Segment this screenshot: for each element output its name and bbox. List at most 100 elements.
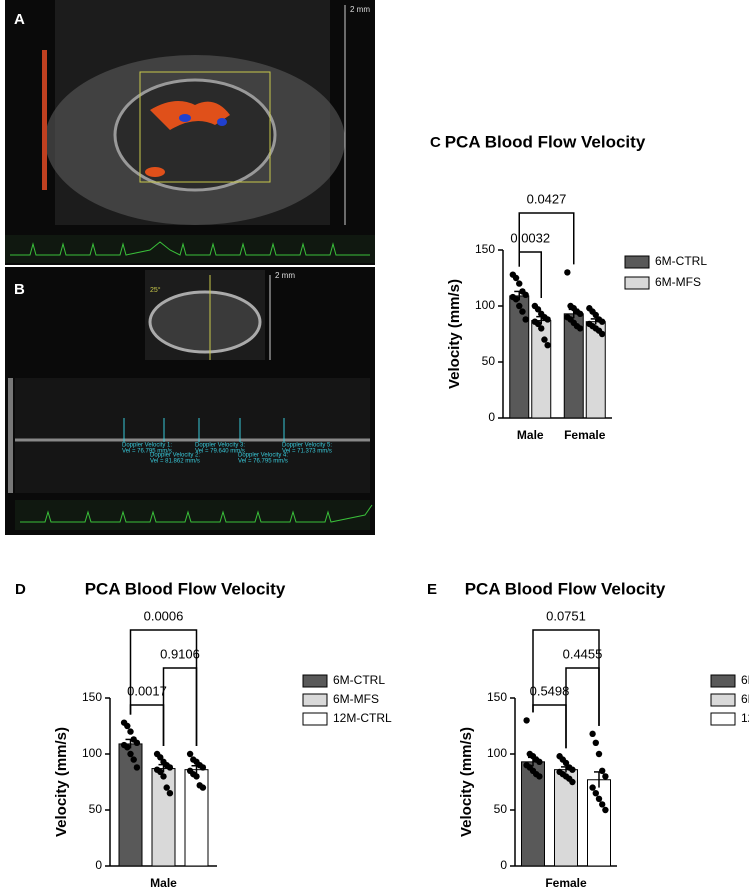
chart-title: PCA Blood Flow Velocity <box>85 579 286 598</box>
y-axis-label: Velocity (mm/s) <box>446 279 463 389</box>
doppler-label: Doppler Velocity 1: <box>122 443 172 449</box>
data-point <box>576 310 584 318</box>
bar <box>587 779 611 867</box>
doppler-label: Doppler Velocity 2: <box>150 453 200 459</box>
color-scale <box>42 50 47 190</box>
flow-blue <box>217 118 227 126</box>
data-point <box>541 336 548 343</box>
x-tick-label: Male <box>150 876 177 890</box>
data-point <box>564 269 571 276</box>
legend-label: 12M-CTRL <box>333 711 392 725</box>
legend-swatch <box>302 674 328 688</box>
doppler-label: Vel = 71.373 mm/s <box>282 449 332 455</box>
y-tick-label: 100 <box>475 298 495 312</box>
data-point <box>522 316 529 323</box>
data-point <box>602 773 609 780</box>
legend-swatch <box>302 693 328 707</box>
data-point <box>599 801 606 808</box>
chart-title: PCA Blood Flow Velocity <box>465 579 666 598</box>
data-point <box>534 320 542 328</box>
p-value: 0.0006 <box>144 608 184 623</box>
data-point <box>595 750 603 758</box>
legend-label: 6M-MFS <box>741 692 749 706</box>
legend-swatch <box>710 674 736 688</box>
data-point <box>133 739 141 746</box>
p-value: 0.0017 <box>127 683 167 698</box>
data-point <box>592 790 599 797</box>
doppler-label: Vel = 79.640 mm/s <box>195 449 245 455</box>
skull <box>113 78 277 192</box>
chart-title: PCA Blood Flow Velocity <box>445 132 646 151</box>
data-point <box>512 296 520 303</box>
p-value: 0.0427 <box>527 191 567 206</box>
data-point <box>199 784 207 791</box>
doppler-label: Doppler Velocity 3: <box>195 443 245 449</box>
legend-swatch <box>624 276 650 290</box>
data-point <box>519 308 526 315</box>
doppler-labels: Doppler Velocity 1:Vel = 76.795 mm/sDopp… <box>122 443 332 465</box>
data-point <box>592 311 599 319</box>
data-point <box>512 274 520 282</box>
data-point <box>166 790 174 797</box>
data-point <box>569 766 576 773</box>
flow-red <box>145 167 165 177</box>
y-tick-label: 50 <box>482 354 496 368</box>
scale-label: 2 mm <box>350 5 370 14</box>
gray-scale <box>8 378 13 493</box>
ecg-trace <box>20 504 373 523</box>
legend-label: 6M-CTRL <box>333 673 385 687</box>
data-point <box>523 717 530 724</box>
doppler-label: Doppler Velocity 5: <box>282 443 332 449</box>
y-axis-label: Velocity (mm/s) <box>458 727 475 837</box>
bar <box>509 295 530 419</box>
data-point <box>157 754 164 761</box>
data-point <box>193 773 200 780</box>
doppler-label: Vel = 76.795 mm/s <box>122 449 172 455</box>
y-tick-label: 0 <box>95 858 102 872</box>
legend-swatch <box>710 693 736 707</box>
p-value: 0.0751 <box>546 608 586 623</box>
bar <box>118 743 143 867</box>
data-point <box>598 318 606 325</box>
data-point <box>127 728 134 735</box>
y-tick-label: 50 <box>89 802 103 816</box>
data-point <box>166 764 174 771</box>
y-tick-label: 150 <box>82 690 102 704</box>
bar <box>151 768 176 867</box>
panel-label: C <box>430 134 441 151</box>
color-box <box>139 71 271 183</box>
legend-swatch <box>624 255 650 269</box>
doppler-label: Vel = 81.862 mm/s <box>150 459 200 465</box>
data-point <box>516 280 523 287</box>
legend-swatch <box>710 712 736 726</box>
data-point <box>538 325 545 332</box>
data-point <box>157 768 164 776</box>
data-point <box>163 784 170 791</box>
y-tick-label: 100 <box>487 746 507 760</box>
data-point <box>534 306 542 313</box>
data-point <box>589 730 596 738</box>
data-point <box>599 767 606 774</box>
significance-bracket <box>162 667 198 746</box>
p-value: 0.4455 <box>563 646 603 661</box>
ecg-strip <box>15 500 370 530</box>
y-tick-label: 150 <box>475 242 495 256</box>
significance-bracket <box>518 212 575 267</box>
data-point <box>569 778 576 786</box>
data-point <box>536 758 543 766</box>
data-point <box>522 291 529 298</box>
scale-label: 2 mm <box>275 271 295 280</box>
significance-bracket <box>129 629 198 746</box>
panel-label: D <box>15 581 26 598</box>
legend-label: 6M-CTRL <box>655 254 707 268</box>
doppler-label: Vel = 76.795 mm/s <box>238 459 288 465</box>
y-tick-label: 0 <box>500 858 507 872</box>
y-tick-label: 0 <box>488 410 495 424</box>
y-axis-label: Velocity (mm/s) <box>53 727 70 837</box>
y-tick-label: 100 <box>82 746 102 760</box>
data-point <box>160 773 167 780</box>
angle-label: 25° <box>150 286 161 294</box>
legend-label: 6M-MFS <box>333 692 379 706</box>
ultrasound-a: A 2 mm <box>5 0 375 265</box>
